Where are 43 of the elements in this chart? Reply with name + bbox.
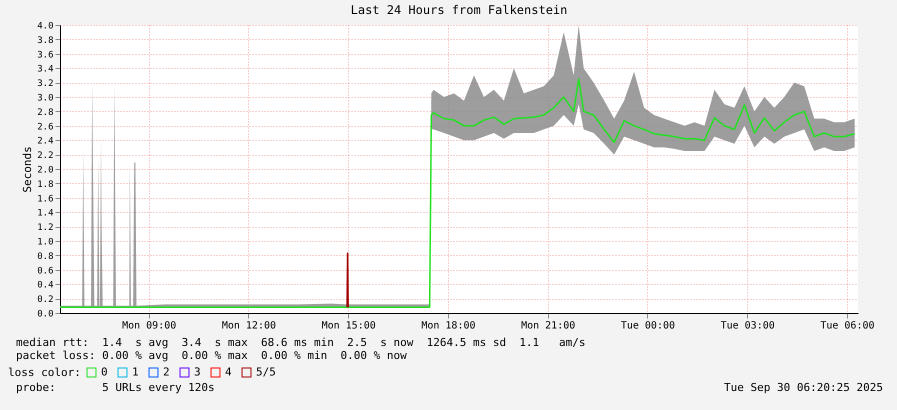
y-tick-label: 0.8: [37, 252, 54, 262]
y-tick-label: 4.0: [37, 22, 54, 32]
y-tick-label: 1.0: [37, 238, 54, 248]
y-tick-label: 0.4: [37, 280, 54, 291]
y-tick-label: 3.8: [37, 36, 54, 46]
y-tick-label: 3.4: [37, 64, 54, 75]
text: median rtt: 1.4 s avg 3.4 s max 68.6 ms min 2.5 s now 1264.5 ms sd 1.1 am/s: [16, 336, 586, 349]
y-axis-title: Seconds: [21, 146, 34, 193]
legend-label: 2: [163, 366, 170, 379]
legend-label: 1: [132, 366, 139, 379]
line-series: [60, 78, 856, 308]
x-tick-label: Mon 09:00: [122, 320, 176, 332]
x-tick-label: Tue 03:00: [720, 320, 775, 332]
legend-label: 3: [194, 366, 201, 379]
y-tick-label: 2.2: [37, 151, 54, 162]
text: Tue Sep 30 06:20:25 2025: [724, 381, 883, 394]
y-tick-label: 0.0: [37, 310, 54, 320]
x-tick-label: Mon 18:00: [421, 320, 476, 332]
y-tick-label: 1.8: [37, 180, 54, 190]
legend-label: 5/5: [256, 366, 276, 379]
y-tick-label: 0.6: [37, 266, 54, 276]
legend-title: loss color:: [8, 366, 81, 379]
x-tick-label: Tue 06:00: [820, 320, 875, 332]
y-tick-label: 2.4: [37, 136, 54, 147]
y-tick-label: 1.4: [37, 208, 54, 219]
x-tick-label: Mon 12:00: [222, 320, 276, 332]
chart-title: Last 24 Hours from Falkenstein: [350, 3, 568, 17]
y-tick-label: 2.8: [37, 108, 54, 118]
y-tick-label: 1.6: [37, 194, 54, 204]
legend-label: 4: [225, 366, 232, 379]
y-tick-label: 3.0: [37, 94, 54, 104]
y-tick-label: 3.2: [37, 79, 54, 90]
y-tick-label: 0.2: [37, 295, 54, 306]
legend-label: 0: [101, 366, 108, 379]
y-tick-label: 1.2: [37, 223, 54, 234]
text: probe: 5 URLs every 120s: [16, 381, 215, 394]
y-tick-label: 3.6: [37, 50, 54, 60]
x-tick-label: Mon 15:00: [322, 320, 376, 332]
x-tick-label: Mon 21:00: [521, 320, 576, 332]
x-tick-label: Tue 00:00: [620, 320, 676, 332]
y-tick-label: 2.6: [37, 122, 54, 132]
y-tick-label: 2.0: [37, 166, 54, 176]
text: packet loss: 0.00 % avg 0.00 % max 0.00 % min 0.00 % now: [16, 349, 407, 362]
